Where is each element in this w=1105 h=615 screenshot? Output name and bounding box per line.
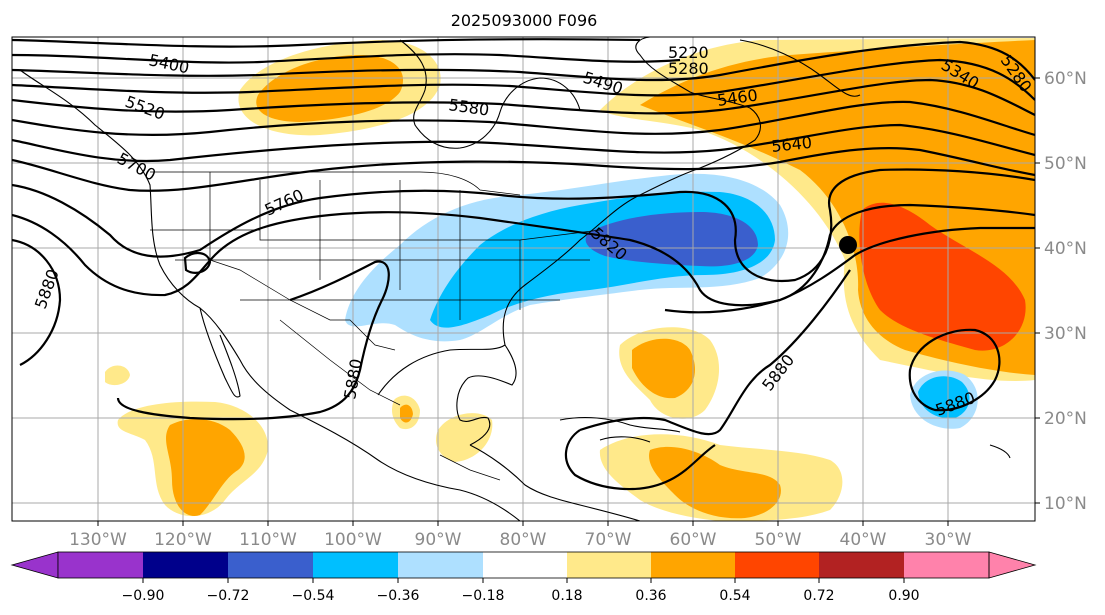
colorbar-bin: [398, 552, 483, 578]
colorbar-bin: [143, 552, 228, 578]
lon-label: 40°W: [840, 530, 887, 550]
lon-label: 110°W: [239, 530, 297, 550]
colorbar-tick-label: −0.36: [377, 588, 420, 604]
colorbar-bin: [735, 552, 819, 578]
colorbar-tick-label: 0.72: [803, 588, 834, 604]
lon-label: 90°W: [415, 530, 462, 550]
lat-label: 40°N: [1044, 239, 1087, 259]
colorbar: −0.90 −0.72 −0.54 −0.36 −0.18 0.18 0.36 …: [10, 551, 1037, 604]
lat-label: 20°N: [1044, 409, 1087, 429]
lon-label: 70°W: [585, 530, 632, 550]
lat-label: 30°N: [1044, 324, 1087, 344]
lon-label: 100°W: [324, 530, 382, 550]
negative-anomaly-dark: [585, 212, 758, 267]
lat-label: 10°N: [1044, 494, 1087, 514]
contour-label: 5280: [668, 59, 709, 78]
height-contours: [12, 38, 1035, 491]
lat-label: 50°N: [1044, 154, 1087, 174]
positive-anomaly-orange: [632, 338, 695, 399]
colorbar-tick-label: −0.18: [462, 588, 505, 604]
colorbar-tick-label: −0.72: [207, 588, 250, 604]
contour-label: 5640: [770, 133, 812, 156]
positive-anomaly-orange: [166, 418, 245, 516]
colorbar-bin: [819, 552, 904, 578]
positive-anomaly-red: [859, 202, 1026, 351]
political-borders: [150, 171, 601, 481]
lon-label: 120°W: [154, 530, 212, 550]
lon-label: 60°W: [670, 530, 717, 550]
colorbar-bin: [904, 552, 989, 578]
colorbar-tick-label: −0.90: [122, 588, 165, 604]
colorbar-bin: [567, 552, 651, 578]
colorbar-max-extend: [988, 551, 1037, 579]
colorbar-bin: [228, 552, 313, 578]
lon-label: 50°W: [755, 530, 802, 550]
positive-anomaly-orange: [649, 446, 781, 519]
colorbar-tick-label: 0.18: [551, 588, 582, 604]
colorbar-bin: [483, 552, 567, 578]
axis-ticks: [97, 77, 1040, 526]
positive-anomaly-light: [105, 365, 130, 386]
map-title: 2025093000 F096: [451, 11, 598, 30]
colorbar-bin: [58, 552, 143, 578]
contour-label: 5220: [668, 43, 709, 62]
colorbar-tick-label: 0.90: [888, 588, 919, 604]
lon-label: 130°W: [69, 530, 127, 550]
colorbar-tick-label: −0.54: [292, 588, 335, 604]
colorbar-bin: [651, 552, 735, 578]
center-dot-marker: [839, 236, 857, 254]
colorbar-tick-label: 0.36: [635, 588, 666, 604]
colorbar-min-extend: [10, 551, 59, 579]
lon-label: 80°W: [500, 530, 547, 550]
colorbar-bin: [313, 552, 398, 578]
latitude-labels: 60°N 50°N 40°N 30°N 20°N 10°N: [1044, 69, 1087, 514]
map-panel: 5400 5220 5280 5490 5340 5280 5520 5580 …: [12, 37, 1035, 521]
colorbar-tick-label: 0.54: [719, 588, 750, 604]
longitude-labels: 130°W 120°W 110°W 100°W 90°W 80°W 70°W 6…: [69, 530, 972, 550]
lat-label: 60°N: [1044, 69, 1087, 89]
lon-label: 30°W: [925, 530, 972, 550]
